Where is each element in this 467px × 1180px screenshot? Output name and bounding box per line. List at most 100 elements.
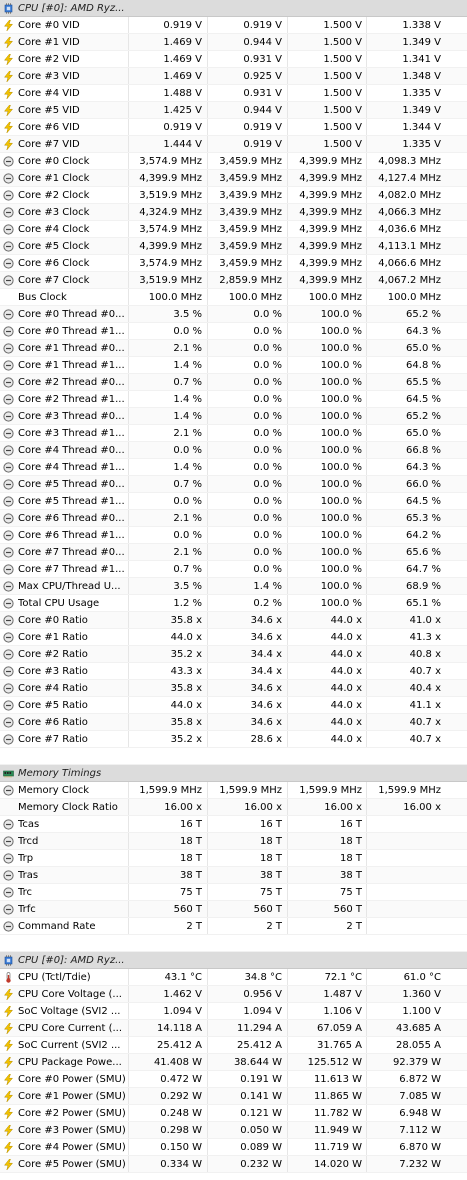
column-divider xyxy=(287,663,288,679)
current-value: 16.00 x xyxy=(164,802,202,813)
sensor-row[interactable]: Core #7 Clock 3,519.9 MHz 2,859.9 MHz 4,… xyxy=(0,272,467,289)
minimum-value: 0.089 W xyxy=(240,1142,282,1153)
sensor-row[interactable]: Core #6 VID 0.919 V 0.919 V 1.500 V 1.34… xyxy=(0,119,467,136)
column-divider xyxy=(128,408,129,424)
sensor-row[interactable]: Core #7 Thread #0... 2.1 % 0.0 % 100.0 %… xyxy=(0,544,467,561)
sensor-row[interactable]: Core #6 Thread #1... 0.0 % 0.0 % 100.0 %… xyxy=(0,527,467,544)
column-divider xyxy=(207,425,208,441)
sensor-row[interactable]: Core #1 Thread #1... 1.4 % 0.0 % 100.0 %… xyxy=(0,357,467,374)
section-header[interactable]: Memory Timings xyxy=(0,765,467,782)
sensor-row[interactable]: Core #5 VID 1.425 V 0.944 V 1.500 V 1.34… xyxy=(0,102,467,119)
sensor-row[interactable]: SoC Current (SVI2 ... 25.412 A 25.412 A … xyxy=(0,1037,467,1054)
sensor-row[interactable]: Memory Clock 1,599.9 MHz 1,599.9 MHz 1,5… xyxy=(0,782,467,799)
column-divider xyxy=(287,595,288,611)
sensor-row[interactable]: SoC Voltage (SVI2 ... 1.094 V 1.094 V 1.… xyxy=(0,1003,467,1020)
column-divider xyxy=(287,680,288,696)
column-divider xyxy=(287,136,288,152)
sensor-row[interactable]: Core #0 Ratio 35.8 x 34.6 x 44.0 x 41.0 … xyxy=(0,612,467,629)
sensor-row[interactable]: Core #0 Power (SMU) 0.472 W 0.191 W 11.6… xyxy=(0,1071,467,1088)
sensor-row[interactable]: Core #3 Clock 4,324.9 MHz 3,439.9 MHz 4,… xyxy=(0,204,467,221)
column-divider xyxy=(366,221,367,237)
sensor-row[interactable]: Core #2 Thread #1... 1.4 % 0.0 % 100.0 %… xyxy=(0,391,467,408)
sensor-label: Core #5 Thread #1... xyxy=(18,496,125,507)
sensor-row[interactable]: Trc 75 T 75 T 75 T xyxy=(0,884,467,901)
column-divider xyxy=(287,51,288,67)
sensor-row[interactable]: Core #3 Ratio 43.3 x 34.4 x 44.0 x 40.7 … xyxy=(0,663,467,680)
column-divider xyxy=(207,612,208,628)
sensor-row[interactable]: Core #3 Thread #0... 1.4 % 0.0 % 100.0 %… xyxy=(0,408,467,425)
sensor-row[interactable]: Core #6 Clock 3,574.9 MHz 3,459.9 MHz 4,… xyxy=(0,255,467,272)
sensor-row[interactable]: Core #5 Power (SMU) 0.334 W 0.232 W 14.0… xyxy=(0,1156,467,1173)
sensor-row[interactable]: Core #0 Thread #1... 0.0 % 0.0 % 100.0 %… xyxy=(0,323,467,340)
maximum-value: 44.0 x xyxy=(330,632,362,643)
sensor-row[interactable]: Core #6 Ratio 35.8 x 34.6 x 44.0 x 40.7 … xyxy=(0,714,467,731)
sensor-row[interactable]: Core #2 VID 1.469 V 0.931 V 1.500 V 1.34… xyxy=(0,51,467,68)
sensor-row[interactable]: Trp 18 T 18 T 18 T xyxy=(0,850,467,867)
sensor-row[interactable]: CPU Package Powe... 41.408 W 38.644 W 12… xyxy=(0,1054,467,1071)
sensor-row[interactable]: Core #1 Clock 4,399.9 MHz 3,459.9 MHz 4,… xyxy=(0,170,467,187)
sensor-row[interactable]: Tras 38 T 38 T 38 T xyxy=(0,867,467,884)
column-divider xyxy=(207,697,208,713)
sensor-row[interactable]: Bus Clock 100.0 MHz 100.0 MHz 100.0 MHz … xyxy=(0,289,467,306)
sensor-row[interactable]: Core #3 VID 1.469 V 0.925 V 1.500 V 1.34… xyxy=(0,68,467,85)
sensor-row[interactable]: Core #1 VID 1.469 V 0.944 V 1.500 V 1.34… xyxy=(0,34,467,51)
section-header[interactable]: CPU [#0]: AMD Ryz... xyxy=(0,0,467,17)
sensor-row[interactable]: Command Rate 2 T 2 T 2 T xyxy=(0,918,467,935)
maximum-value: 18 T xyxy=(339,853,362,864)
column-divider xyxy=(207,136,208,152)
minimum-value: 16.00 x xyxy=(244,802,282,813)
maximum-value: 1.500 V xyxy=(323,54,362,65)
average-value: 1.341 V xyxy=(402,54,441,65)
sensor-row[interactable]: Core #3 Power (SMU) 0.298 W 0.050 W 11.9… xyxy=(0,1122,467,1139)
average-value: 1.344 V xyxy=(402,122,441,133)
sensor-row[interactable]: Core #4 VID 1.488 V 0.931 V 1.500 V 1.33… xyxy=(0,85,467,102)
sensor-row[interactable]: Core #4 Thread #1... 1.4 % 0.0 % 100.0 %… xyxy=(0,459,467,476)
average-value: 6.870 W xyxy=(399,1142,441,1153)
sensor-row[interactable]: CPU (Tctl/Tdie) 43.1 °C 34.8 °C 72.1 °C … xyxy=(0,969,467,986)
sensor-row[interactable]: Trcd 18 T 18 T 18 T xyxy=(0,833,467,850)
sensor-label: Core #3 Power (SMU) xyxy=(18,1125,126,1136)
column-divider xyxy=(128,697,129,713)
sensor-row[interactable]: Core #2 Thread #0... 0.7 % 0.0 % 100.0 %… xyxy=(0,374,467,391)
sensor-row[interactable]: Core #6 Thread #0... 2.1 % 0.0 % 100.0 %… xyxy=(0,510,467,527)
sensor-label: Core #0 Ratio xyxy=(18,615,88,626)
sensor-row[interactable]: Core #4 Clock 3,574.9 MHz 3,459.9 MHz 4,… xyxy=(0,221,467,238)
column-divider xyxy=(128,816,129,832)
sensor-row[interactable]: Core #4 Thread #0... 0.0 % 0.0 % 100.0 %… xyxy=(0,442,467,459)
sensor-row[interactable]: Max CPU/Thread U... 3.5 % 1.4 % 100.0 % … xyxy=(0,578,467,595)
minimum-value: 34.6 x xyxy=(250,632,282,643)
sensor-row[interactable]: Core #0 Thread #0... 3.5 % 0.0 % 100.0 %… xyxy=(0,306,467,323)
column-divider xyxy=(207,289,208,305)
sensor-row[interactable]: Core #2 Clock 3,519.9 MHz 3,439.9 MHz 4,… xyxy=(0,187,467,204)
sensor-row[interactable]: Core #7 VID 1.444 V 0.919 V 1.500 V 1.33… xyxy=(0,136,467,153)
sensor-row[interactable]: Core #7 Thread #1... 0.7 % 0.0 % 100.0 %… xyxy=(0,561,467,578)
sensor-row[interactable]: CPU Core Voltage (... 1.462 V 0.956 V 1.… xyxy=(0,986,467,1003)
sensor-row[interactable]: Trfc 560 T 560 T 560 T xyxy=(0,901,467,918)
sensor-row[interactable]: Core #5 Clock 4,399.9 MHz 3,459.9 MHz 4,… xyxy=(0,238,467,255)
sensor-row[interactable]: Core #3 Thread #1... 2.1 % 0.0 % 100.0 %… xyxy=(0,425,467,442)
sensor-row[interactable]: Core #1 Power (SMU) 0.292 W 0.141 W 11.8… xyxy=(0,1088,467,1105)
sensor-row[interactable]: Core #5 Thread #1... 0.0 % 0.0 % 100.0 %… xyxy=(0,493,467,510)
sensor-row[interactable]: Core #4 Ratio 35.8 x 34.6 x 44.0 x 40.4 … xyxy=(0,680,467,697)
sensor-row[interactable]: Tcas 16 T 16 T 16 T xyxy=(0,816,467,833)
sensor-row[interactable]: Core #7 Ratio 35.2 x 28.6 x 44.0 x 40.7 … xyxy=(0,731,467,748)
sensor-row[interactable]: Core #4 Power (SMU) 0.150 W 0.089 W 11.7… xyxy=(0,1139,467,1156)
sensor-row[interactable]: Core #2 Power (SMU) 0.248 W 0.121 W 11.7… xyxy=(0,1105,467,1122)
sensor-row[interactable]: Core #2 Ratio 35.2 x 34.4 x 44.0 x 40.8 … xyxy=(0,646,467,663)
sensor-row[interactable]: Core #0 Clock 3,574.9 MHz 3,459.9 MHz 4,… xyxy=(0,153,467,170)
maximum-value: 1.487 V xyxy=(323,989,362,1000)
sensor-row[interactable]: Core #1 Ratio 44.0 x 34.6 x 44.0 x 41.3 … xyxy=(0,629,467,646)
sensor-row[interactable]: Core #5 Thread #0... 0.7 % 0.0 % 100.0 %… xyxy=(0,476,467,493)
column-divider xyxy=(287,119,288,135)
sensor-row[interactable]: CPU Core Current (... 14.118 A 11.294 A … xyxy=(0,1020,467,1037)
sensor-row[interactable]: Total CPU Usage 1.2 % 0.2 % 100.0 % 65.1… xyxy=(0,595,467,612)
gauge-dial-icon xyxy=(3,190,14,201)
column-divider xyxy=(128,136,129,152)
sensor-row[interactable]: Core #5 Ratio 44.0 x 34.6 x 44.0 x 41.1 … xyxy=(0,697,467,714)
minimum-value: 0.0 % xyxy=(253,394,282,405)
section-header[interactable]: CPU [#0]: AMD Ryz... xyxy=(0,952,467,969)
column-divider xyxy=(128,1105,129,1121)
sensor-row[interactable]: Core #0 VID 0.919 V 0.919 V 1.500 V 1.33… xyxy=(0,17,467,34)
sensor-row[interactable]: Memory Clock Ratio 16.00 x 16.00 x 16.00… xyxy=(0,799,467,816)
sensor-row[interactable]: Core #1 Thread #0... 2.1 % 0.0 % 100.0 %… xyxy=(0,340,467,357)
